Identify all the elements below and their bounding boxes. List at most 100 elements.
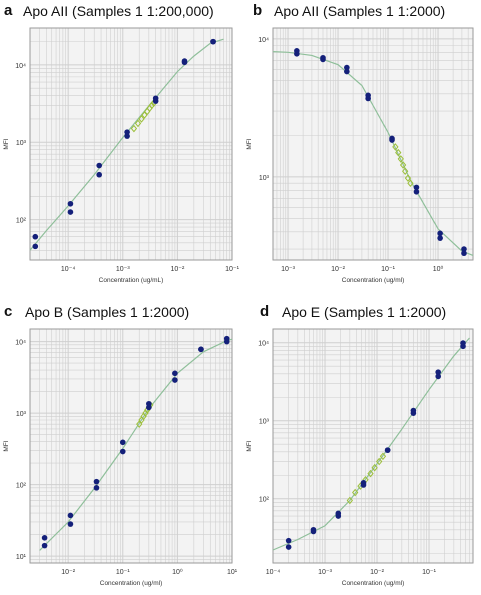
y-axis-label: MFI	[3, 138, 10, 149]
grid	[272, 28, 474, 260]
x-tick-label: 10⁻¹	[116, 569, 130, 576]
standard-point	[437, 235, 443, 241]
x-tick-label: 10⁻⁴	[266, 569, 281, 576]
standard-point	[461, 246, 467, 252]
x-tick-label: 10⁻¹	[422, 569, 436, 576]
grid	[272, 329, 473, 563]
chart-apo-aii-1-200000: 10⁻⁴ 10⁻³ 10⁻² 10⁻¹ 10² 10³ 10⁴ Concentration (…	[3, 27, 240, 284]
panel-letter: b	[253, 2, 263, 19]
standard-point	[344, 68, 350, 75]
sample-point	[352, 488, 359, 497]
chart-title: Apo E (Samples 1 1:2000)	[282, 304, 447, 320]
y-tick-label: 10¹	[16, 554, 27, 561]
sample-point	[142, 409, 149, 417]
standard-point	[32, 243, 39, 250]
x-tick-label: 10⁻²	[170, 266, 184, 273]
plot-frame	[29, 328, 233, 564]
sample-point	[376, 457, 383, 466]
chart-apo-e: 10⁻⁴ 10⁻³ 10⁻² 10⁻¹ 10² 10³ 10⁴ Concentration (…	[246, 328, 474, 587]
standard-point	[410, 407, 417, 414]
standard-point	[198, 346, 204, 353]
chart-apo-aii-1-2000: 10⁻³ 10⁻² 10⁻¹ 10⁰ 10³ 10⁴ Concentration (ug/m…	[246, 27, 474, 284]
standard-point	[389, 135, 395, 142]
x-axis-label: Concentration (ug/ml)	[342, 580, 405, 587]
x-axis-label: Concentration (ug/mL)	[99, 277, 164, 284]
standard-point	[360, 480, 367, 486]
y-tick-label: 10²	[259, 497, 270, 504]
y-tick-label: 10³	[259, 175, 270, 182]
y-axis-label: MFI	[246, 440, 253, 451]
x-tick-label: 10⁻⁴	[61, 266, 76, 273]
x-tick-label: 10⁰	[433, 265, 444, 273]
standard-point	[294, 48, 300, 54]
fit-curve	[29, 38, 224, 251]
x-tick-label: 10⁻¹	[381, 266, 395, 273]
standard-point	[119, 439, 126, 446]
sample-point	[397, 155, 404, 163]
x-tick-label: 10⁰	[172, 568, 183, 576]
sample-point	[130, 124, 138, 133]
sample-point	[407, 179, 414, 188]
sample-point	[134, 119, 142, 128]
sample-point	[138, 115, 145, 123]
standard-point	[320, 56, 326, 63]
standard-point	[210, 38, 216, 45]
sample-point	[392, 143, 399, 151]
sample-point	[399, 161, 407, 169]
standard-point	[365, 92, 371, 99]
y-axis-label: MFI	[246, 138, 253, 149]
standard-point	[67, 200, 74, 207]
chart-title: Apo AII (Samples 1 1:200,000)	[23, 3, 214, 19]
sample-point	[404, 174, 412, 182]
panel-letter: c	[4, 303, 13, 320]
standard-point	[96, 171, 102, 178]
sample-point	[367, 469, 374, 478]
y-tick-label: 10²	[16, 218, 27, 225]
y-tick-label: 10³	[259, 419, 270, 426]
x-tick-label: 10⁻²	[370, 569, 384, 576]
standard-point	[93, 485, 100, 491]
x-tick-label: 10⁻³	[281, 266, 295, 273]
plot-area	[30, 329, 232, 563]
sample-point	[395, 148, 402, 157]
standard-point	[461, 250, 467, 257]
standard-point	[384, 447, 391, 453]
x-tick-label: 10¹	[227, 569, 238, 576]
standard-point	[413, 184, 420, 191]
x-axis-label: Concentration (ug/ml)	[100, 580, 163, 587]
y-tick-label: 10³	[16, 140, 27, 147]
standard-point	[41, 542, 48, 549]
standard-point	[310, 526, 317, 533]
chart-apo-b: 10⁻² 10⁻¹ 10⁰ 10¹ 10¹ 10² 10³ 10⁴ Concentration …	[3, 328, 238, 587]
plot-frame	[29, 27, 233, 261]
standard-point	[172, 370, 178, 377]
x-tick-label: 10⁻²	[331, 266, 345, 273]
standard-point	[460, 340, 466, 346]
y-tick-label: 10²	[16, 483, 27, 490]
plot-area	[273, 329, 473, 563]
standard-point	[172, 377, 178, 383]
standard-point	[146, 400, 152, 407]
panel-letter: a	[4, 2, 13, 19]
chart-title: Apo B (Samples 1 1:2000)	[25, 304, 190, 320]
standard-point	[124, 129, 130, 135]
standard-point	[93, 478, 100, 485]
chart-title: Apo AII (Samples 1 1:2000)	[274, 3, 446, 19]
plot-frame	[272, 27, 474, 261]
standard-point	[67, 209, 74, 215]
fit-curve	[272, 337, 470, 551]
y-axis-label: MFI	[3, 440, 10, 451]
standard-point	[41, 535, 48, 541]
plot-area	[30, 28, 232, 260]
x-tick-label: 10⁻²	[61, 569, 75, 576]
standard-point	[344, 64, 350, 71]
sample-point	[379, 452, 387, 461]
y-tick-label: 10⁴	[15, 340, 26, 347]
standard-point	[181, 58, 188, 64]
standard-point	[223, 335, 230, 342]
standard-point	[285, 537, 292, 544]
standard-point	[435, 369, 442, 375]
panel-letter: d	[260, 303, 270, 320]
sample-point	[402, 167, 409, 175]
x-tick-label: 10⁻¹	[225, 266, 239, 273]
